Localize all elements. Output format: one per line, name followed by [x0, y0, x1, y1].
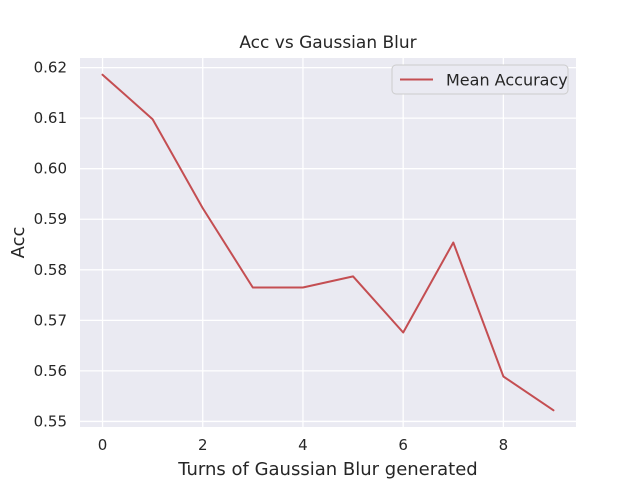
y-tick-label: 0.56 [34, 362, 67, 380]
series-line-0 [101, 73, 555, 412]
y-tick-label: 0.62 [34, 59, 67, 77]
x-tick-label: 8 [499, 436, 509, 454]
y-tick-label: 0.57 [34, 311, 67, 329]
x-tick-label: 6 [398, 436, 408, 454]
y-tick-label: 0.55 [34, 412, 67, 430]
y-axis-label: Acc [8, 227, 29, 259]
grid [80, 58, 576, 427]
x-tick-label: 2 [198, 436, 208, 454]
legend-label: Mean Accuracy [446, 71, 568, 90]
x-axis-label: Turns of Gaussian Blur generated [177, 459, 478, 480]
chart-title: Acc vs Gaussian Blur [239, 33, 416, 53]
x-axis-ticks: 0 2 4 6 8 [98, 436, 508, 454]
series-layer [101, 73, 555, 412]
plot-area [80, 58, 576, 427]
y-axis-ticks: 0.55 0.56 0.57 0.58 0.59 0.60 0.61 0.62 [34, 59, 67, 431]
x-tick-label: 0 [98, 436, 108, 454]
y-tick-label: 0.60 [34, 160, 67, 178]
y-tick-label: 0.61 [34, 109, 67, 127]
x-tick-label: 4 [298, 436, 308, 454]
legend-box [391, 64, 569, 95]
y-tick-label: 0.59 [34, 210, 67, 228]
y-tick-label: 0.58 [34, 261, 67, 279]
legend: Mean Accuracy [391, 64, 569, 95]
